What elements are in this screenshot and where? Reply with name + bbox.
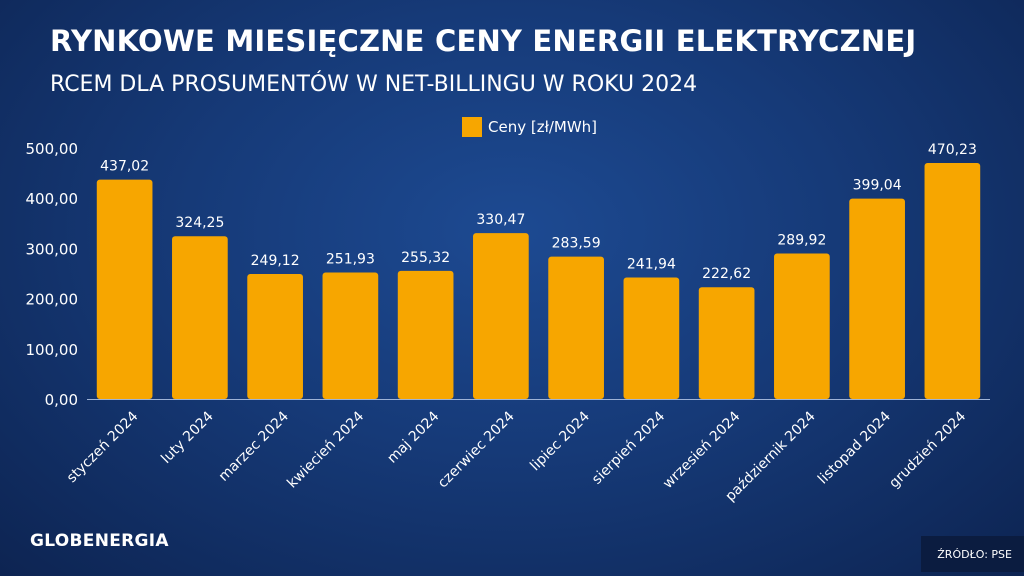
bar <box>247 273 303 399</box>
bar <box>623 277 680 399</box>
data-label: 470,23 <box>928 142 977 158</box>
y-tick-label: 300,00 <box>26 240 79 258</box>
y-tick-label: 200,00 <box>26 291 79 309</box>
brand-logo: GLOBENERGIA <box>30 531 169 551</box>
data-label: 437,02 <box>100 159 149 175</box>
bar <box>172 236 228 399</box>
bar <box>397 270 454 399</box>
x-tick-label: lipiec 2024 <box>527 408 593 474</box>
data-label: 283,59 <box>552 236 601 252</box>
legend: Ceny [zł/MWh] <box>462 117 597 137</box>
data-label: 399,04 <box>853 178 902 194</box>
data-label: 251,93 <box>326 252 375 268</box>
x-tick-label: luty 2024 <box>158 408 216 466</box>
x-tick-label: listopad 2024 <box>815 408 894 487</box>
legend-label: Ceny [zł/MWh] <box>488 118 598 136</box>
legend-swatch <box>462 117 482 137</box>
bar <box>849 198 905 399</box>
y-tick-label: 400,00 <box>26 190 79 208</box>
data-label: 255,32 <box>401 250 450 266</box>
x-tick-label: grudzień 2024 <box>886 408 969 491</box>
bar <box>473 233 529 399</box>
chart-subtitle: RCEM DLA PROSUMENTÓW W NET-BILLINGU W RO… <box>50 72 698 97</box>
data-label: 222,62 <box>702 266 751 282</box>
data-label: 289,92 <box>777 232 826 248</box>
bar <box>548 256 604 399</box>
data-label: 324,25 <box>175 215 224 231</box>
y-tick-label: 0,00 <box>45 391 78 409</box>
x-tick-label: maj 2024 <box>384 408 442 466</box>
bar <box>774 253 830 399</box>
x-tick-label: marzec 2024 <box>216 408 292 484</box>
chart-title: RYNKOWE MIESIĘCZNE CENY ENERGII ELEKTRYC… <box>50 24 917 58</box>
source-note: ŹRÓDŁO: PSE <box>921 536 1024 572</box>
x-tick-label: czerwiec 2024 <box>435 408 518 491</box>
bar <box>322 272 379 399</box>
data-label: 330,47 <box>476 212 525 228</box>
bar <box>698 287 755 399</box>
x-tick-label: kwiecień 2024 <box>284 408 367 491</box>
data-label: 241,94 <box>627 257 676 273</box>
x-tick-label: styczeń 2024 <box>64 408 142 486</box>
bar <box>96 179 153 399</box>
x-tick-label: sierpień 2024 <box>589 408 668 487</box>
x-tick-label: wrzesień 2024 <box>660 408 743 491</box>
data-label: 249,12 <box>251 253 300 269</box>
y-tick-label: 100,00 <box>26 341 79 359</box>
y-tick-label: 500,00 <box>26 140 79 158</box>
bar <box>924 162 981 399</box>
